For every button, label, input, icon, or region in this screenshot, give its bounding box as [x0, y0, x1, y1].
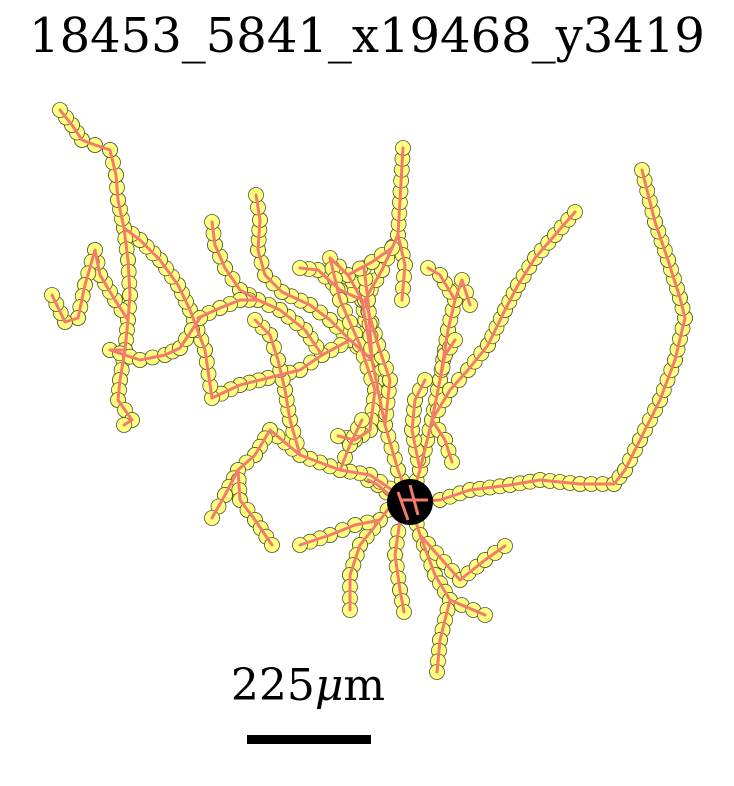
scale-bar-label: 225μm	[208, 658, 408, 714]
neurite-segment-overlay	[362, 266, 374, 362]
neurite-segment-overlay	[348, 498, 397, 612]
neurite-segment-overlay	[418, 533, 507, 582]
neurite-segment-overlay	[298, 266, 364, 302]
neurite-segment-overlay	[328, 256, 377, 442]
neurite-nodes	[44, 102, 693, 680]
scale-value: 225	[230, 660, 315, 711]
neurite-segment-overlay	[210, 428, 412, 520]
neurite-segment-overlay	[410, 378, 427, 472]
neurite-segment-overlay	[396, 233, 407, 302]
soma-group	[387, 479, 433, 525]
neurite-segment-overlay	[236, 468, 274, 547]
scale-unit: m	[343, 660, 386, 711]
neurite-segment-overlay	[254, 193, 374, 362]
neurite-segment-overlay	[108, 316, 202, 362]
neurite-segment-overlay	[210, 338, 352, 400]
soma-neurite-stroke	[396, 491, 410, 521]
figure-title: 18453_5841_x19468_y3419	[29, 8, 705, 64]
neurite-segment-overlay	[298, 518, 382, 547]
neurite-segment-overlay	[346, 246, 394, 277]
neurite-segment-overlay	[210, 220, 324, 357]
neurite-segment-overlay	[460, 278, 472, 307]
soma	[387, 479, 433, 525]
neurite-segment-overlay	[50, 248, 130, 324]
neurite-segment-overlay	[430, 210, 577, 422]
neurite-segment-overlay	[58, 108, 214, 400]
neurite-segment-overlay	[196, 298, 260, 320]
scale-unit-symbol: μ	[314, 660, 344, 711]
scale-bar	[247, 735, 371, 744]
neurite-segment-overlay	[253, 318, 302, 457]
neurite-segment-overlay	[438, 338, 457, 382]
neurite-segment-overlay	[430, 418, 454, 464]
neurite-segment-overlay	[426, 266, 457, 302]
neurite-segment-overlay	[338, 418, 364, 472]
neurite-segment-overlay	[435, 598, 452, 674]
neurite-segment-overlay	[408, 168, 687, 504]
